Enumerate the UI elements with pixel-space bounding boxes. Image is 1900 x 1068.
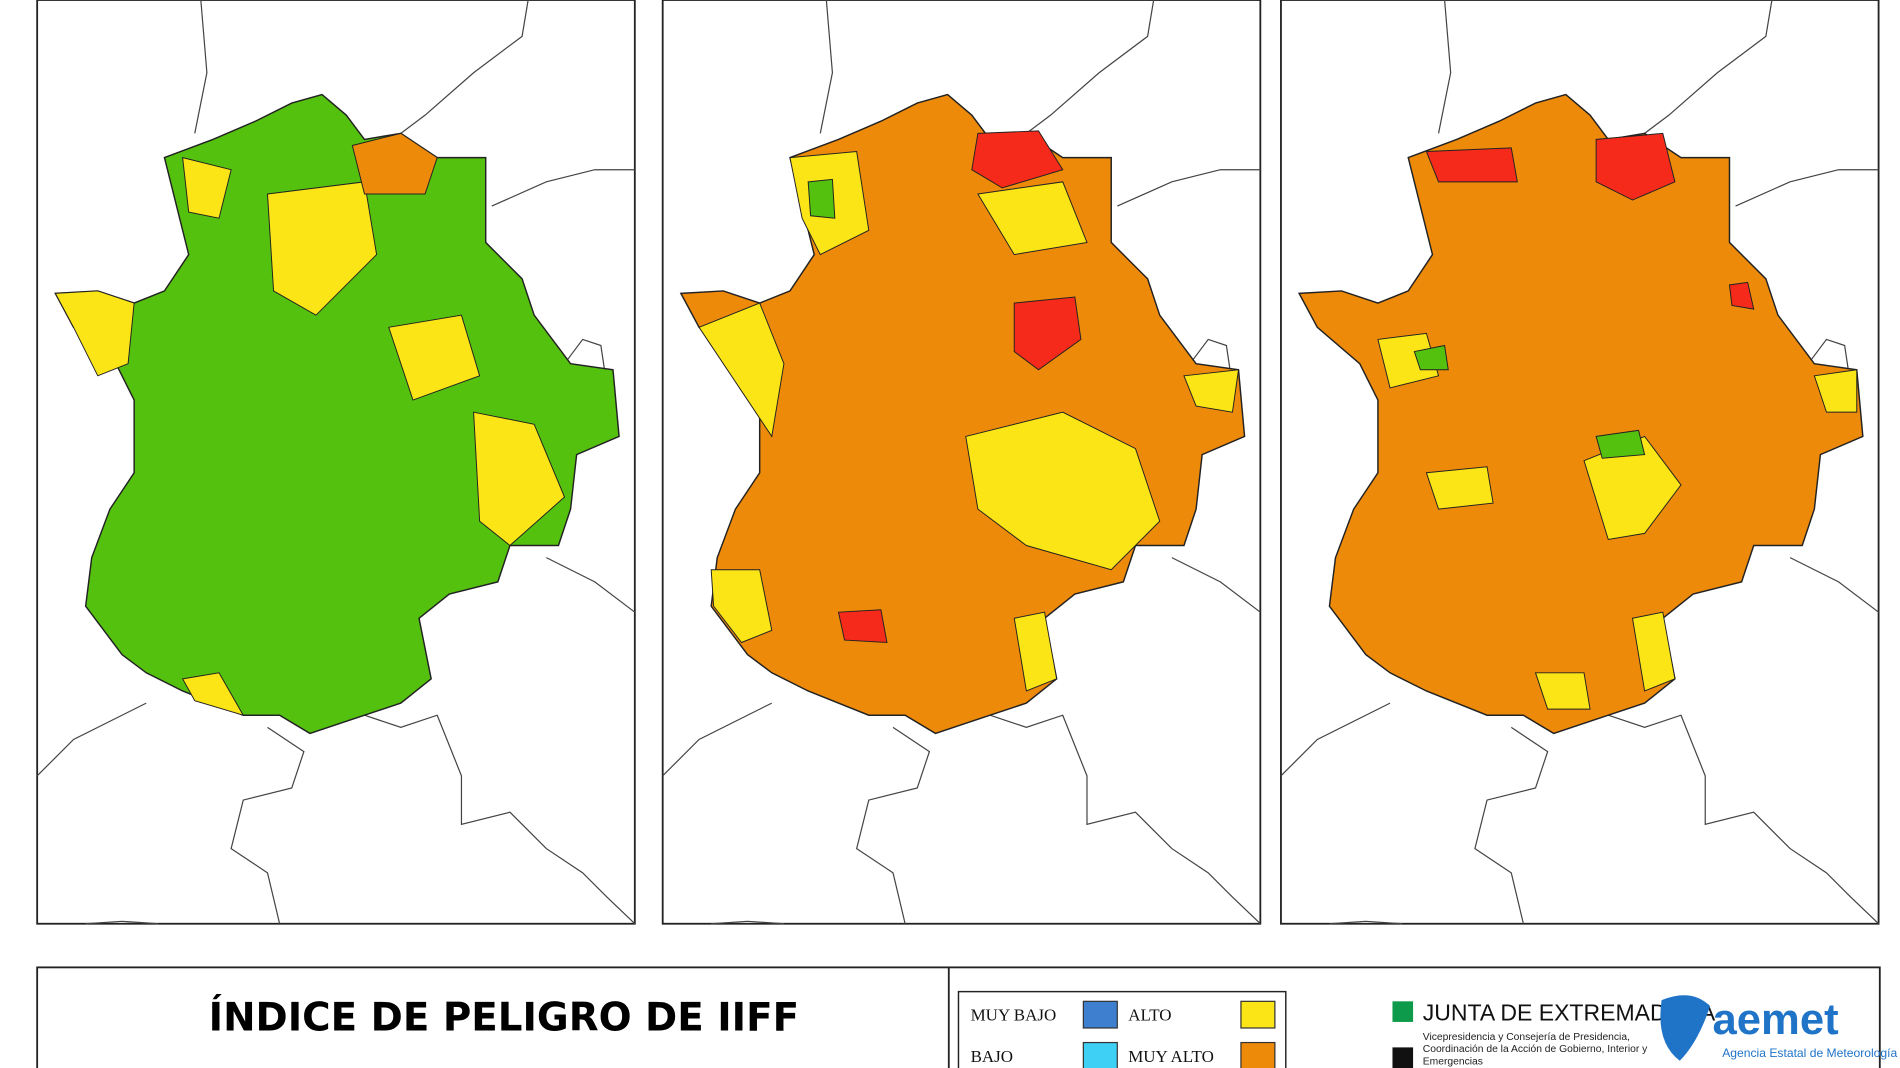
junta-icon	[1392, 1001, 1414, 1022]
legend-label: MUY ALTO	[1128, 1047, 1214, 1066]
aemet-sub: Agencia Estatal de Meteorología	[1722, 1046, 1897, 1060]
legend-title: ÍNDICE DE PELIGRO DE IIFF	[209, 993, 799, 1040]
junta-icon	[1392, 1047, 1414, 1068]
map-day-3	[1280, 0, 1880, 925]
aemet-icon	[1660, 995, 1711, 1061]
legend-label: MUY BAJO	[971, 1006, 1057, 1025]
legend-swatch	[1082, 1041, 1118, 1068]
legend-label: ALTO	[1128, 1006, 1171, 1025]
legend-box	[957, 990, 1287, 1068]
legend-label: BAJO	[971, 1047, 1013, 1066]
junta-sub-box: Vicepresidencia y Consejería de Presiden…	[1422, 1030, 1648, 1067]
legend: MUY BAJO BAJO ALTO MUY ALTO	[971, 1000, 1276, 1068]
aemet-name: aemet	[1713, 995, 1839, 1044]
junta-sub: Vicepresidencia y Consejería de Presiden…	[1422, 1030, 1648, 1067]
map-day-2	[662, 0, 1261, 925]
map-day-1	[36, 0, 636, 925]
legend-swatch	[1082, 1000, 1118, 1029]
legend-swatch	[1240, 1000, 1276, 1029]
legend-swatch	[1240, 1041, 1276, 1068]
